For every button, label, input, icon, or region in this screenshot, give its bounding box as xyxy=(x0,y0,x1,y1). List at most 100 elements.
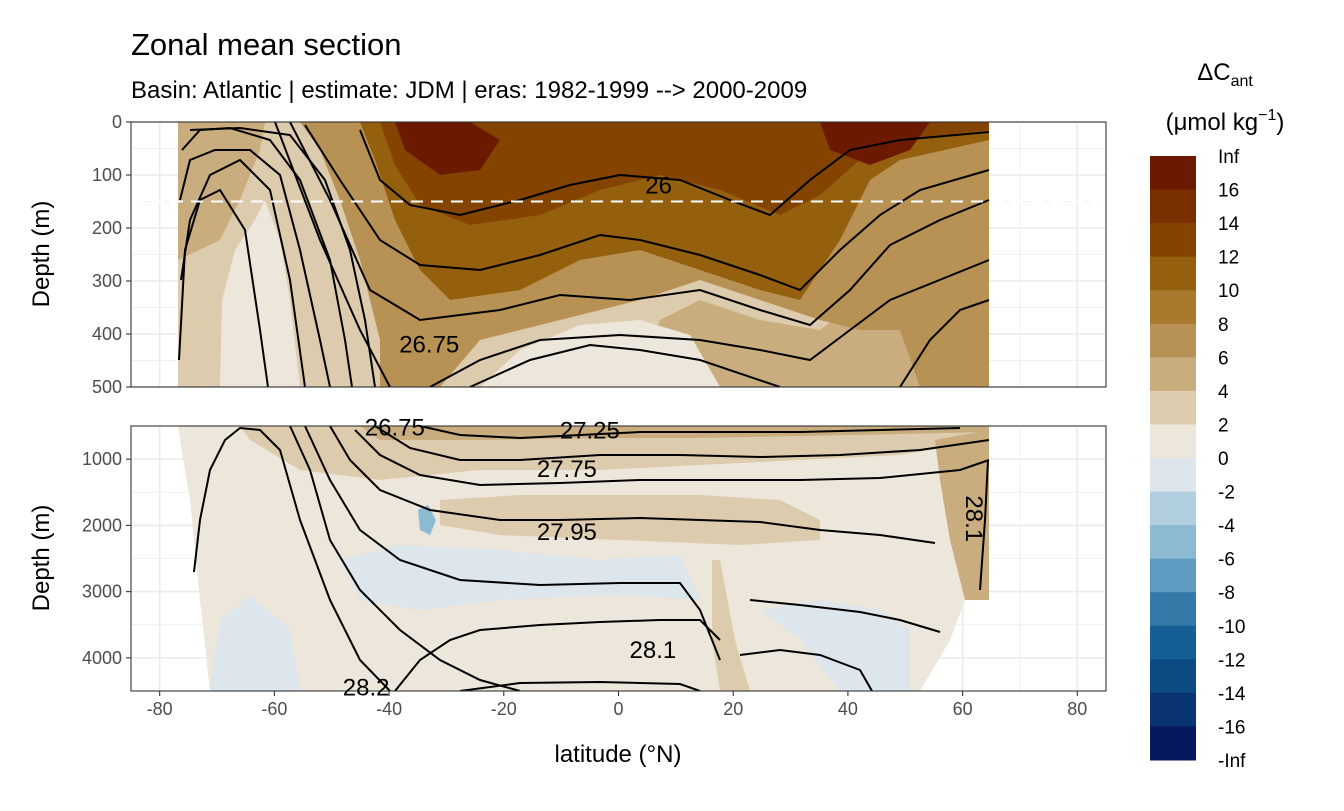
legend-swatch xyxy=(1150,256,1196,291)
contour-label: 26.75 xyxy=(399,332,459,359)
legend-swatches xyxy=(1150,156,1196,761)
x-axis-title: latitude (°N) xyxy=(555,741,682,768)
x-tick-label: 60 xyxy=(953,699,973,719)
legend-swatch xyxy=(1150,323,1196,358)
legend-unit-text: (μmol kg xyxy=(1166,109,1259,136)
lower-band-light-tan-2 xyxy=(440,495,820,545)
legend-unit-close: ) xyxy=(1276,109,1284,136)
legend-swatch xyxy=(1150,592,1196,627)
upper-contour-2 xyxy=(180,158,306,387)
lower-band-blue-spot xyxy=(418,505,436,535)
upper-band-tan-right xyxy=(640,200,989,387)
legend-swatch xyxy=(1150,659,1196,694)
legend-swatch xyxy=(1150,458,1196,493)
legend-swatch xyxy=(1150,625,1196,660)
legend-label: -12 xyxy=(1218,650,1245,671)
contour-label: 28.1 xyxy=(630,637,677,664)
upper-contour-right xyxy=(899,299,990,387)
upper-contours xyxy=(178,122,990,387)
contour-label: 26 xyxy=(645,173,672,200)
upper-contour-26-5 xyxy=(289,122,990,327)
upper-band-darkest-right xyxy=(820,122,930,165)
legend-label: -4 xyxy=(1218,516,1235,537)
y-tick-label: 300 xyxy=(92,271,122,291)
lower-contour-3 xyxy=(304,426,721,661)
y-tick-label: 200 xyxy=(92,218,122,238)
lower-contours xyxy=(193,426,990,691)
x-axis: -80 -60 -40 -20 0 20 40 60 80 xyxy=(147,691,1087,719)
legend-swatch xyxy=(1150,726,1196,761)
legend-labels: Inf 16 14 12 10 8 6 4 2 0 -2 -4 -6 -8 -10 -12 -14 -16 -Inf xyxy=(1218,147,1246,772)
panel-upper-field xyxy=(131,122,1106,387)
lower-band-light-tan-3 xyxy=(712,560,750,691)
legend-label: -Inf xyxy=(1218,751,1246,772)
contour-label: 27.75 xyxy=(537,456,597,483)
legend: ΔCant (μmol kg−1) Inf 16 14 12 10 8 6 4 2 0 -2 -4 -6… xyxy=(1150,59,1284,772)
lower-band-blue-left xyxy=(210,595,300,691)
panel-lower-field xyxy=(178,426,990,691)
upper-band-darkest-left xyxy=(395,122,500,175)
lower-band-blue-right xyxy=(760,600,910,691)
x-tick-label: -40 xyxy=(376,699,402,719)
legend-label: 16 xyxy=(1218,181,1239,202)
lower-contour-27-75 xyxy=(374,426,990,461)
legend-swatch xyxy=(1150,223,1196,258)
x-tick-label: 40 xyxy=(838,699,858,719)
panel-lower xyxy=(130,425,1107,692)
panel-upper xyxy=(130,121,1107,388)
x-tick-label: 0 xyxy=(613,699,623,719)
lower-contour-27-95 xyxy=(354,429,990,487)
lower-band-tan-right xyxy=(935,430,989,600)
y-axis-lower: 1000 2000 3000 4000 xyxy=(82,449,131,668)
y-tick-label: 1000 xyxy=(82,449,122,469)
legend-label: -14 xyxy=(1218,684,1246,705)
legend-swatch xyxy=(1150,357,1196,392)
legend-label: 8 xyxy=(1218,315,1229,336)
lower-contour-right xyxy=(979,459,989,591)
lower-contour-27-25 xyxy=(419,426,961,440)
legend-label: -2 xyxy=(1218,483,1235,504)
contour-label: 28.1 xyxy=(960,495,987,542)
lower-contour-4 xyxy=(394,619,721,691)
legend-label: -10 xyxy=(1218,617,1245,638)
legend-label: 6 xyxy=(1218,348,1229,369)
y-tick-label: 3000 xyxy=(82,582,122,602)
y-tick-label: 100 xyxy=(92,165,122,185)
legend-label: -16 xyxy=(1218,717,1245,738)
x-tick-label: -60 xyxy=(261,699,287,719)
legend-label: -8 xyxy=(1218,583,1235,604)
lower-band-blue-center xyxy=(340,545,700,610)
legend-label: 12 xyxy=(1218,248,1239,269)
legend-unit-superscript: −1 xyxy=(1258,107,1276,124)
y-axis-title-lower: Depth (m) xyxy=(28,505,55,612)
legend-swatch xyxy=(1150,692,1196,727)
legend-swatch xyxy=(1150,390,1196,425)
y-tick-label: 2000 xyxy=(82,515,122,535)
contour-label: 27.95 xyxy=(537,519,597,546)
y-axis-title-upper: Depth (m) xyxy=(28,201,55,308)
contour-label: 27.25 xyxy=(560,418,620,445)
legend-label: 4 xyxy=(1218,382,1229,403)
lower-contour-28-1 xyxy=(329,426,936,544)
contour-labels: 26 26.75 27.25 27.75 27.95 28.1 28.2 26.75 28.1 xyxy=(343,173,987,702)
legend-unit: (μmol kg−1) xyxy=(1166,107,1285,136)
upper-contour-26 xyxy=(359,129,990,217)
upper-contour-27 xyxy=(469,343,781,387)
y-axis-upper: 0 100 200 300 400 500 xyxy=(92,112,131,397)
legend-label: -6 xyxy=(1218,550,1235,571)
contour-label: 28.2 xyxy=(343,675,390,702)
x-tick-label: -20 xyxy=(491,699,517,719)
x-tick-label: -80 xyxy=(147,699,173,719)
upper-contour-5 xyxy=(189,126,376,387)
legend-title-text: ΔC xyxy=(1197,59,1230,86)
lower-contour-2 xyxy=(289,426,521,691)
y-tick-label: 4000 xyxy=(82,648,122,668)
lower-contour-7 xyxy=(459,680,701,691)
x-tick-label: 20 xyxy=(723,699,743,719)
upper-contour-26-75 xyxy=(274,122,990,387)
legend-swatch xyxy=(1150,290,1196,325)
chart-subtitle: Basin: Atlantic | estimate: JDM | eras: … xyxy=(131,77,807,104)
y-tick-label: 0 xyxy=(112,112,122,132)
y-tick-label: 500 xyxy=(92,377,122,397)
